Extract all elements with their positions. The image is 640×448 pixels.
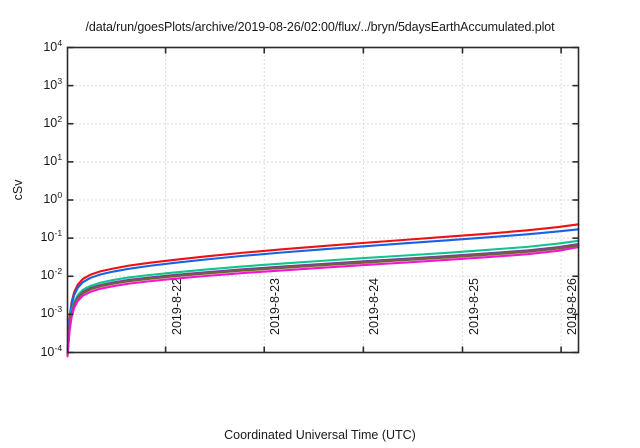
y-tick-label: 10-3 [40,304,63,321]
axis-tick-marks [67,46,579,354]
y-tick-label: 103 [43,75,63,92]
y-tick-label: 104 [43,37,63,54]
x-axis-label: Coordinated Universal Time (UTC) [224,428,416,442]
y-tick-label: 10-1 [40,228,63,245]
data-series-curve-5 [66,244,580,358]
y-tick-label: 101 [43,151,63,168]
data-series-layer [66,223,580,358]
data-series-curve-1 [66,223,580,354]
data-series-curve-6 [66,246,580,358]
y-tick-label: 102 [43,113,63,130]
y-tick-label: 10-2 [40,266,63,283]
y-tick-label: 100 [43,190,63,206]
page-title: /data/run/goesPlots/archive/2019-08-26/0… [85,20,555,34]
y-axis-tick-labels: 104 103 102 101 100 10-1 10-2 10-3 10-4 [10,0,62,448]
data-series-curve-3 [66,239,580,356]
data-series-curve-2 [66,228,580,354]
y-tick-label: 10-4 [40,342,63,359]
grid-lines [67,47,579,353]
